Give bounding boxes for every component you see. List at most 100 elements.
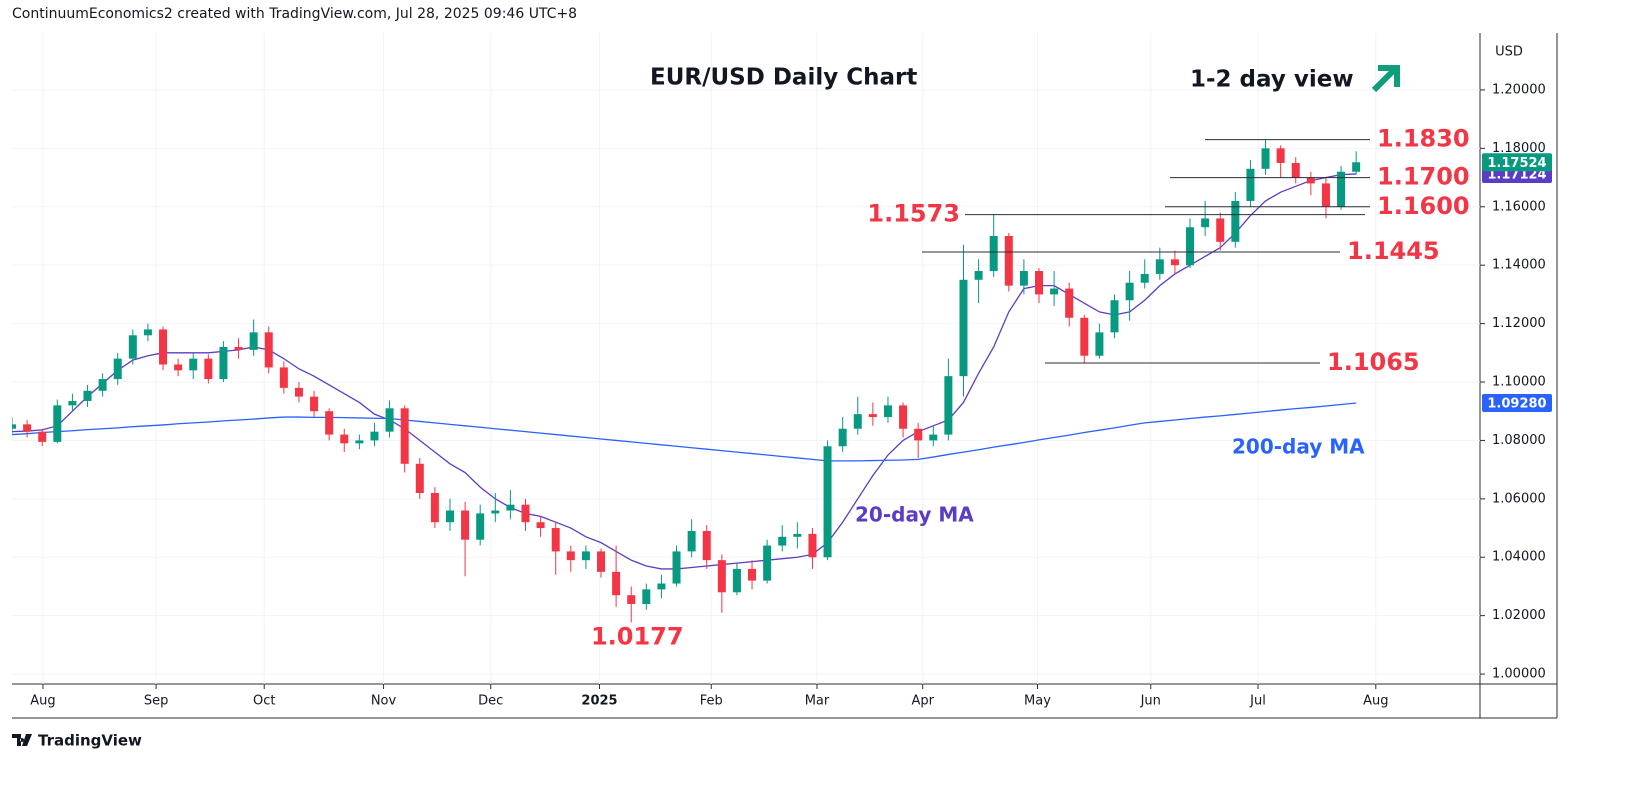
x-tick-label: Feb: [700, 694, 723, 709]
candle-body: [702, 530, 711, 561]
x-tick-label: Aug: [30, 694, 55, 709]
x-tick-label: Jul: [1249, 694, 1266, 709]
candle-body: [143, 329, 152, 336]
candle-body: [823, 446, 832, 558]
candle-body: [294, 387, 303, 397]
candle-body: [23, 424, 32, 432]
candle-body: [506, 504, 515, 511]
candle-body: [264, 332, 273, 368]
level-label: 1.1830: [1377, 125, 1470, 153]
candle-body: [1095, 332, 1104, 356]
candle-body: [204, 358, 213, 380]
candle-body: [642, 589, 651, 604]
candle-body: [1050, 288, 1059, 295]
candle-body: [597, 551, 606, 572]
y-tick-label: 1.16000: [1492, 199, 1546, 214]
candle-body: [12, 424, 16, 429]
candle-body: [1110, 300, 1119, 333]
moving-average: [12, 402, 1357, 462]
candle-body: [748, 568, 757, 581]
candle-body: [249, 332, 258, 350]
candle-body: [1291, 162, 1300, 178]
candle-body: [778, 536, 787, 546]
level-label: 1.1600: [1377, 192, 1470, 220]
level-label: 1.1573: [867, 200, 960, 228]
candle-body: [868, 414, 877, 418]
candle-body: [1034, 271, 1043, 295]
price-label-box: [1482, 153, 1552, 172]
candle-body: [1306, 177, 1315, 184]
candle-body: [1080, 317, 1089, 356]
x-tick-label: May: [1024, 694, 1051, 709]
candle-body: [430, 492, 439, 523]
candle-body: [717, 560, 726, 593]
candle-body: [853, 414, 862, 429]
candle-body: [1201, 218, 1210, 228]
candle-body: [1276, 148, 1285, 163]
candle-body: [461, 510, 470, 540]
x-tick-label: Mar: [805, 694, 830, 709]
chart-title: EUR/USD Daily Chart: [650, 65, 917, 91]
candle-body: [914, 428, 923, 441]
candle-body: [385, 408, 394, 432]
candle-body: [612, 571, 621, 596]
candle-body: [899, 405, 908, 429]
candle-body: [189, 358, 198, 371]
candle-body: [1155, 259, 1164, 274]
grid: [12, 33, 1485, 689]
y-tick-label: 1.18000: [1492, 141, 1546, 156]
x-tick-label: Oct: [253, 694, 275, 709]
candle-body: [98, 379, 107, 391]
candle-body: [1352, 162, 1361, 172]
x-tick-label: Apr: [911, 694, 934, 709]
y-tick-label: 1.02000: [1492, 608, 1546, 623]
candle-body: [234, 346, 243, 350]
candle-body: [1246, 168, 1255, 201]
y-tick-label: 1.06000: [1492, 491, 1546, 506]
y-tick-label: 1.12000: [1492, 316, 1546, 331]
candle-body: [476, 513, 485, 540]
candle-body: [763, 545, 772, 581]
candle-body: [113, 358, 122, 380]
footer: TradingView: [38, 732, 142, 750]
moving-average: [12, 173, 1357, 570]
x-tick-label: Dec: [478, 694, 503, 709]
candle-body: [325, 411, 334, 435]
candle-body: [174, 364, 183, 371]
candle-body: [627, 595, 636, 604]
candle-body: [657, 583, 666, 590]
y-tick-label: 1.00000: [1492, 667, 1546, 682]
candle-body: [929, 434, 938, 441]
candle-body: [959, 279, 968, 377]
candle-body: [1321, 183, 1330, 207]
candle-body: [38, 431, 47, 442]
candle-body: [491, 510, 500, 514]
candle-body: [68, 400, 77, 406]
plot: [12, 139, 1361, 623]
candle-body: [1337, 171, 1346, 207]
y-tick-label: 1.10000: [1492, 375, 1546, 390]
candle-body: [370, 431, 379, 441]
candle-body: [1170, 259, 1179, 266]
y-tick-label: 1.08000: [1492, 433, 1546, 448]
x-tick-label: Jun: [1140, 694, 1161, 709]
candle-body: [310, 396, 319, 412]
candle-body: [989, 235, 998, 272]
candle-body: [808, 533, 817, 558]
ma-label: 20-day MA: [855, 503, 974, 527]
candle-body: [83, 390, 92, 401]
candle-body: [838, 428, 847, 447]
candle-body: [536, 522, 545, 529]
candle-body: [1261, 148, 1270, 169]
low-label: 1.0177: [591, 622, 684, 650]
candle-body: [687, 530, 696, 552]
y-tick-label: 1.20000: [1492, 82, 1546, 97]
price-label: 1.09280: [1487, 397, 1546, 412]
candle-body: [521, 504, 530, 523]
ma-label: 200-day MA: [1232, 435, 1365, 459]
price-label-box: [1482, 394, 1552, 413]
overlay: 1.00000 1.02000 1.04000 1.06000 1.08000 1.100…: [30, 82, 1552, 709]
candle-body: [944, 376, 953, 435]
